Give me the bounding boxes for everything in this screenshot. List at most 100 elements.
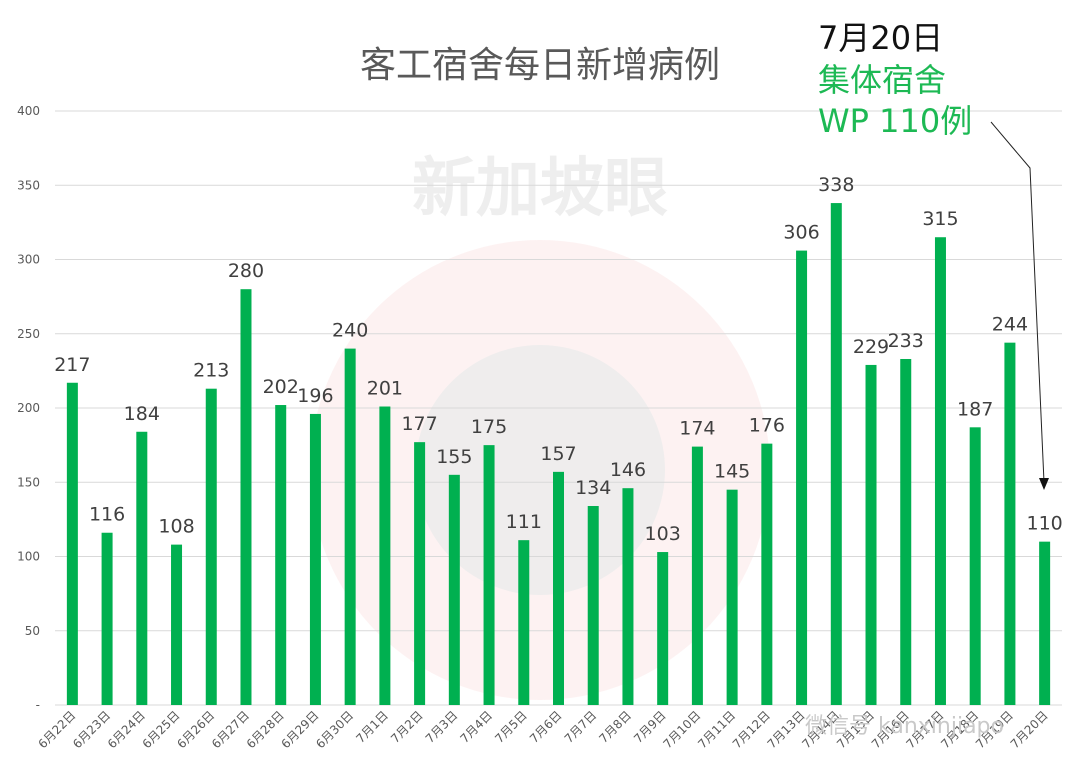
x-tick-label: 7月10日 <box>660 708 703 751</box>
bar <box>865 364 877 705</box>
data-label: 229 <box>853 336 889 358</box>
x-tick-label: 6月26日 <box>174 708 217 751</box>
annotation-line-1: 集体宿舍 <box>818 60 947 99</box>
x-tick-label: 7月11日 <box>695 708 738 751</box>
data-label: 306 <box>783 222 819 244</box>
data-label: 155 <box>436 446 472 468</box>
x-tick-label: 6月22日 <box>35 708 78 751</box>
bar <box>1039 541 1051 705</box>
x-tick-label: 6月23日 <box>70 708 113 751</box>
y-axis-ticks: - 50 100 150 200 250 300 350 400 <box>17 104 40 712</box>
data-label: 103 <box>645 523 681 545</box>
x-tick-label: 7月1日 <box>353 708 391 746</box>
bar <box>240 289 252 705</box>
bar <box>657 552 669 705</box>
x-tick-label: 7月12日 <box>730 708 773 751</box>
data-label: 175 <box>471 416 507 438</box>
x-tick-label: 7月20日 <box>1008 708 1051 751</box>
data-label: 184 <box>124 403 160 425</box>
data-label: 134 <box>575 477 611 499</box>
annotation-arrow <box>990 121 1045 483</box>
data-label: 233 <box>888 330 924 352</box>
data-label: 213 <box>193 360 229 382</box>
data-label: 176 <box>749 415 785 437</box>
data-label: 157 <box>540 443 576 465</box>
bar <box>205 388 217 705</box>
bar <box>553 471 564 705</box>
data-label: 187 <box>957 398 993 420</box>
bar <box>761 443 773 705</box>
x-tick-label: 7月8日 <box>596 708 634 746</box>
bar <box>379 406 391 705</box>
bar <box>691 446 703 705</box>
bar <box>448 474 460 705</box>
y-tick-label: 100 <box>17 550 40 564</box>
data-label: 116 <box>89 504 125 526</box>
x-tick-label: 7月6日 <box>527 708 565 746</box>
bar <box>830 203 842 705</box>
bar <box>934 237 946 705</box>
data-label: 110 <box>1027 513 1063 535</box>
x-tick-label: 6月29日 <box>278 708 321 751</box>
x-tick-label: 6月25日 <box>140 708 183 751</box>
bar <box>101 532 113 705</box>
data-label: 177 <box>401 413 437 435</box>
x-tick-label: 7月13日 <box>765 708 808 751</box>
x-tick-label: 7月3日 <box>423 708 461 746</box>
bar <box>900 358 912 705</box>
y-tick-label: 400 <box>17 104 40 118</box>
y-tick-label: - <box>36 698 40 712</box>
data-label: 240 <box>332 320 368 342</box>
bar <box>171 544 183 705</box>
bar <box>344 348 356 705</box>
x-tick-label: 6月27日 <box>209 708 252 751</box>
bar <box>969 427 981 705</box>
data-label: 338 <box>818 174 854 196</box>
data-label: 174 <box>679 418 715 440</box>
annotation-callout: 7月20日 集体宿舍 WP 110例 <box>818 18 972 143</box>
bar <box>587 506 599 705</box>
x-tick-label: 6月24日 <box>105 708 148 751</box>
bar <box>622 488 634 705</box>
data-label: 146 <box>610 459 646 481</box>
bar <box>275 405 287 705</box>
bar <box>309 413 321 705</box>
data-label: 202 <box>263 376 299 398</box>
chart-title: 客工宿舍每日新增病例 <box>360 45 720 86</box>
bar <box>1004 342 1016 705</box>
x-tick-label: 7月5日 <box>492 708 530 746</box>
x-tick-label: 7月2日 <box>388 708 426 746</box>
wechat-watermark: 微信号 kanxinjiapo <box>805 714 1004 739</box>
annotation-line-2: WP 110例 <box>818 102 973 141</box>
bar <box>66 382 78 705</box>
bar <box>483 445 495 705</box>
bar <box>796 250 808 705</box>
x-tick-label: 6月28日 <box>244 708 287 751</box>
bar <box>414 442 426 705</box>
data-label: 145 <box>714 461 750 483</box>
data-label: 111 <box>506 511 542 533</box>
y-tick-label: 300 <box>17 253 40 267</box>
watermark-logo-text: 新加坡眼 <box>412 152 668 226</box>
y-tick-label: 50 <box>25 624 40 638</box>
y-tick-label: 250 <box>17 327 40 341</box>
data-label: 217 <box>54 354 90 376</box>
bar <box>518 540 530 705</box>
x-tick-label: 7月7日 <box>562 708 600 746</box>
data-label: 244 <box>992 314 1028 336</box>
data-label: 196 <box>297 385 333 407</box>
annotation-date: 7月20日 <box>818 19 944 57</box>
data-label: 280 <box>228 260 264 282</box>
x-tick-label: 7月4日 <box>457 708 495 746</box>
bar <box>726 489 738 705</box>
y-tick-label: 350 <box>17 178 40 192</box>
arrow-head-icon <box>1039 478 1049 490</box>
y-tick-label: 150 <box>17 475 40 489</box>
x-tick-label: 6月30日 <box>313 708 356 751</box>
bars <box>66 203 1051 705</box>
data-label: 201 <box>367 378 403 400</box>
bar <box>136 431 148 705</box>
data-label: 315 <box>922 208 958 230</box>
